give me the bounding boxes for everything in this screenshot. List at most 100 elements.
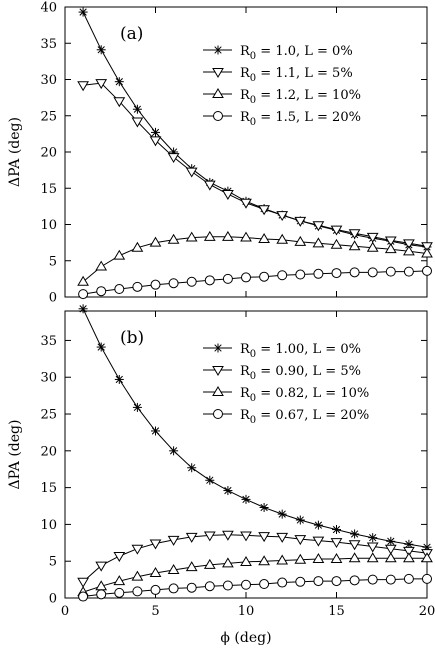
- data-point: [385, 574, 396, 585]
- data-point: [150, 584, 161, 595]
- y-axis-title: ΔPA (deg): [7, 117, 23, 187]
- data-point: [168, 278, 179, 289]
- y-tick-label: 10: [40, 218, 57, 233]
- data-point: [348, 229, 361, 240]
- legend-label-rest: = 0.67, L = 20%: [256, 408, 369, 423]
- legend-label-subscript: 0: [250, 51, 256, 62]
- data-point: [366, 241, 379, 252]
- series-line: [82, 557, 427, 593]
- data-point: [203, 230, 216, 241]
- data-point: [258, 205, 270, 216]
- data-point: [313, 576, 324, 587]
- data-point: [421, 552, 433, 563]
- data-point: [331, 576, 342, 587]
- data-point: [150, 279, 161, 290]
- data-point: [151, 426, 160, 436]
- data-point: [113, 575, 126, 586]
- legend-entry: R0 = 0.67, L = 20%: [203, 408, 369, 426]
- data-point: [295, 515, 305, 525]
- legend-marker: [213, 45, 223, 55]
- legend-label-rest: = 1.2, L = 10%: [256, 88, 361, 103]
- data-point: [204, 275, 215, 286]
- data-point: [294, 535, 307, 546]
- data-point: [422, 573, 432, 584]
- series-0: [78, 7, 432, 252]
- data-point: [132, 402, 142, 412]
- data-point: [259, 271, 270, 282]
- series-2: [77, 230, 433, 286]
- data-point: [241, 579, 251, 590]
- data-point: [403, 573, 414, 584]
- data-point: [312, 221, 325, 232]
- data-point: [185, 231, 198, 242]
- legend-label-subscript: 0: [250, 95, 256, 106]
- data-point: [203, 558, 216, 569]
- data-point: [96, 589, 107, 600]
- legend-entry: R0 = 1.0, L = 0%: [203, 44, 353, 62]
- legend-label: R0 = 1.2, L = 10%: [240, 88, 361, 106]
- data-point: [78, 304, 88, 314]
- data-point: [366, 232, 379, 243]
- legend-label: R0 = 1.5, L = 20%: [240, 110, 361, 128]
- legend: R0 = 1.00, L = 0%R0 = 0.90, L = 5%R0 = 0…: [203, 342, 369, 426]
- data-point: [330, 238, 343, 249]
- y-tick-label: 30: [40, 73, 57, 88]
- x-tick-label: 10: [238, 604, 255, 619]
- data-point: [78, 7, 88, 17]
- legend-label: R0 = 0.82, L = 10%: [240, 386, 369, 404]
- data-point: [131, 570, 144, 581]
- x-tick-label: 15: [328, 604, 345, 619]
- legend-label-r: R: [240, 364, 251, 379]
- data-point: [421, 247, 433, 258]
- series-3: [78, 265, 432, 300]
- data-point: [294, 216, 307, 227]
- data-point: [77, 577, 89, 588]
- data-point: [149, 566, 162, 577]
- data-point: [403, 552, 415, 563]
- data-point: [241, 494, 251, 504]
- data-point: [276, 532, 289, 543]
- data-point: [366, 552, 379, 563]
- data-point: [422, 265, 432, 276]
- data-point: [167, 153, 180, 164]
- legend-entry: R0 = 1.00, L = 0%: [203, 342, 361, 360]
- data-point: [96, 342, 106, 352]
- legend-label-r: R: [240, 342, 251, 357]
- legend-label-rest: = 1.5, L = 20%: [256, 110, 361, 125]
- data-point: [332, 525, 341, 535]
- data-point: [132, 104, 142, 114]
- data-point: [204, 581, 215, 592]
- data-point: [276, 554, 289, 565]
- data-point: [114, 374, 124, 384]
- series-2: [77, 552, 433, 597]
- data-point: [295, 576, 306, 587]
- y-tick-label: 40: [40, 1, 57, 16]
- data-point: [96, 45, 106, 55]
- data-point: [131, 117, 144, 128]
- data-point: [312, 536, 325, 547]
- data-point: [384, 552, 397, 563]
- data-point: [384, 544, 397, 555]
- data-point: [222, 190, 234, 201]
- series-line: [82, 308, 428, 548]
- legend-label: R0 = 1.00, L = 0%: [240, 342, 361, 360]
- data-point: [277, 509, 287, 519]
- legend-label-r: R: [240, 110, 251, 125]
- legend-label-subscript: 0: [250, 117, 256, 128]
- data-point: [350, 529, 360, 539]
- data-point: [366, 542, 379, 553]
- data-point: [131, 241, 144, 252]
- data-point: [149, 539, 162, 550]
- x-axis-title: ϕ (deg): [220, 630, 271, 646]
- legend-marker: [213, 343, 223, 353]
- legend: R0 = 1.0, L = 0%R0 = 1.1, L = 5%R0 = 1.2…: [203, 44, 361, 128]
- panel-b: 0 5 10 15 20 25 30 35 0 5 10 15 20 ΔPA (deg) ϕ (deg) (b…: [7, 304, 435, 646]
- y-tick-label: 5: [49, 254, 57, 269]
- panel-label: (b): [120, 328, 144, 348]
- data-point: [203, 531, 216, 542]
- data-point: [96, 286, 107, 297]
- data-point: [186, 582, 197, 593]
- data-point: [114, 284, 125, 295]
- legend-label-subscript: 0: [250, 415, 256, 426]
- y-tick-label: 25: [40, 408, 57, 423]
